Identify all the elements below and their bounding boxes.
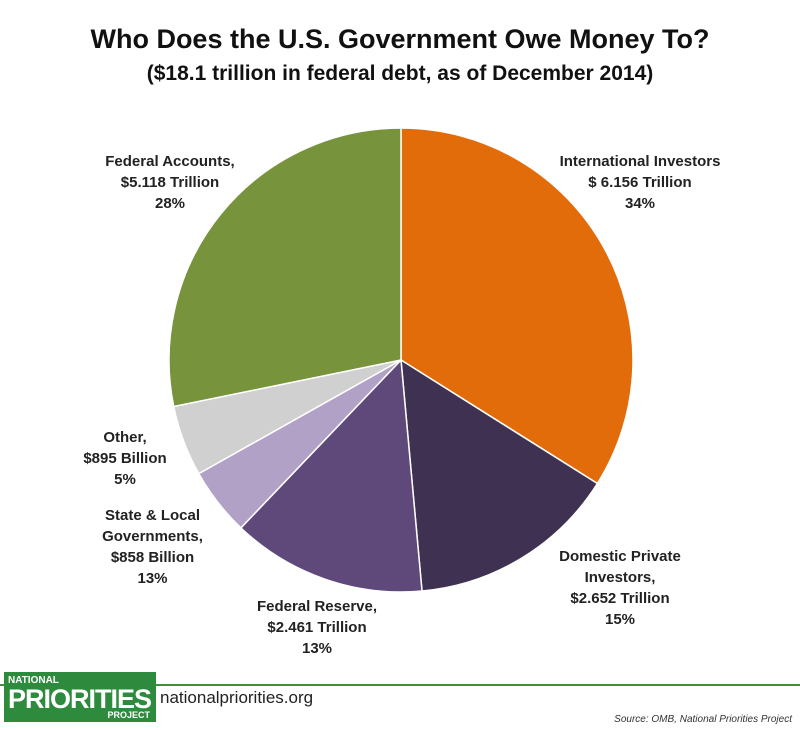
pie-slice bbox=[239, 358, 423, 593]
footer-rule bbox=[0, 684, 800, 686]
slice-percent: 5% bbox=[114, 471, 136, 488]
slice-label: State & Local Governments, $858 Billion 13… bbox=[80, 505, 225, 589]
pie-slice bbox=[400, 127, 634, 485]
chart-subtitle: ($18.1 trillion in federal debt, as of D… bbox=[146, 62, 654, 85]
slice-label: Domestic Private Investors, $2.652 Trilli… bbox=[540, 546, 700, 630]
chart-title: Who Does the U.S. Government Owe Money T… bbox=[90, 24, 710, 54]
slice-name: Other, bbox=[103, 429, 147, 446]
slice-label: International Investors $ 6.156 Trillion 3… bbox=[540, 151, 740, 214]
slice-name: Federal Accounts, bbox=[105, 153, 235, 170]
slice-percent: 13% bbox=[137, 570, 168, 587]
slice-value: $2.652 Trillion bbox=[570, 590, 670, 607]
slice-percent: 28% bbox=[154, 195, 186, 212]
logo: NATIONAL PRIORITIES PROJECT bbox=[4, 672, 156, 722]
logo-bottom: PROJECT bbox=[107, 710, 150, 720]
slice-value: $2.461 Trillion bbox=[267, 619, 367, 636]
slice-name: International Investors bbox=[559, 153, 721, 170]
slice-value: $ 6.156 Trillion bbox=[588, 174, 692, 191]
slice-percent: 34% bbox=[624, 195, 656, 212]
slice-name: State & Local Governments, bbox=[102, 507, 203, 545]
slice-label: Federal Reserve, $2.461 Trillion 13% bbox=[232, 596, 402, 659]
source: Source: OMB, National Priorities Project bbox=[614, 714, 792, 725]
logo-top: NATIONAL bbox=[8, 675, 59, 686]
slice-value: $858 Billion bbox=[110, 549, 195, 566]
slice-value: $5.118 Trillion bbox=[120, 174, 220, 191]
slice-percent: 15% bbox=[604, 611, 636, 628]
slice-name: Domestic Private Investors, bbox=[559, 548, 681, 586]
pie-slice bbox=[400, 358, 599, 592]
slice-value: $895 Billion bbox=[83, 450, 167, 467]
slice-percent: 13% bbox=[301, 640, 333, 657]
slice-label: Other, $895 Billion 5% bbox=[70, 427, 180, 490]
website: nationalpriorities.org bbox=[160, 688, 314, 707]
slice-name: Federal Reserve, bbox=[256, 598, 378, 615]
pie-slice bbox=[168, 127, 402, 408]
slice-label: Federal Accounts, $5.118 Trillion 28% bbox=[70, 151, 270, 214]
logo-main: PRIORITIES bbox=[8, 684, 152, 714]
